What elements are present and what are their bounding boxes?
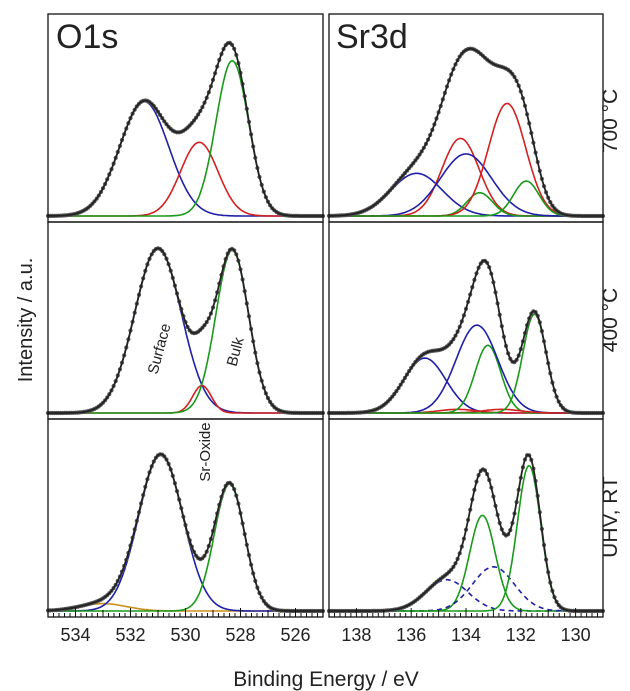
x-tick-label: 132	[506, 625, 536, 645]
row-label-700: 700 °C	[599, 89, 622, 153]
row-label-400: 400 °C	[599, 288, 622, 352]
panel-frame	[328, 221, 604, 420]
envelope-curve	[329, 453, 603, 612]
component-curve-blue	[48, 247, 323, 414]
component-curve-green	[329, 464, 603, 612]
component-curve-green	[329, 180, 603, 217]
envelope-curve	[48, 453, 323, 612]
x-tick-label: 130	[561, 625, 591, 645]
x-tick-label: 532	[115, 625, 145, 645]
x-tick-label: 134	[451, 625, 481, 645]
component-curve-red	[329, 137, 603, 217]
data-points	[45, 452, 326, 614]
component-curve-red	[329, 102, 603, 217]
x-tick-label: 534	[60, 625, 90, 645]
component-curve-green	[48, 483, 323, 612]
column-title-o1s: O1s	[56, 18, 118, 56]
annotation-bulk: Bulk	[224, 335, 248, 368]
x-tick-label: 530	[170, 625, 200, 645]
x-tick-label: 138	[341, 625, 371, 645]
data-points	[326, 46, 606, 219]
component-curve-blue	[329, 324, 603, 414]
annotation-sr-oxide: Sr-Oxide	[197, 422, 214, 481]
envelope-curve	[48, 41, 323, 217]
annotation-surface: Surface	[145, 322, 175, 376]
y-axis-label: Intensity / a.u.	[15, 258, 37, 383]
column-title-sr3d: Sr3d	[336, 18, 408, 56]
row-label-uhv: UHV, RT	[599, 476, 622, 558]
panel-frame	[47, 418, 324, 618]
x-axis-label: Binding Energy / eV	[233, 668, 419, 691]
envelope-curve	[329, 259, 603, 414]
panel-frame	[328, 418, 604, 618]
component-curve-green	[48, 59, 323, 217]
component-curve-blue	[329, 565, 603, 612]
component-curve-blue	[48, 453, 323, 612]
envelope-curve	[329, 47, 603, 217]
x-tick-label: 526	[280, 625, 310, 645]
envelope-curve	[48, 247, 323, 414]
x-tick-label: 528	[225, 625, 255, 645]
x-tick-label: 136	[396, 625, 426, 645]
plot-area: 534 532 530 528 526 138 136 134 132 130	[45, 13, 606, 645]
component-curve-green	[329, 344, 603, 414]
